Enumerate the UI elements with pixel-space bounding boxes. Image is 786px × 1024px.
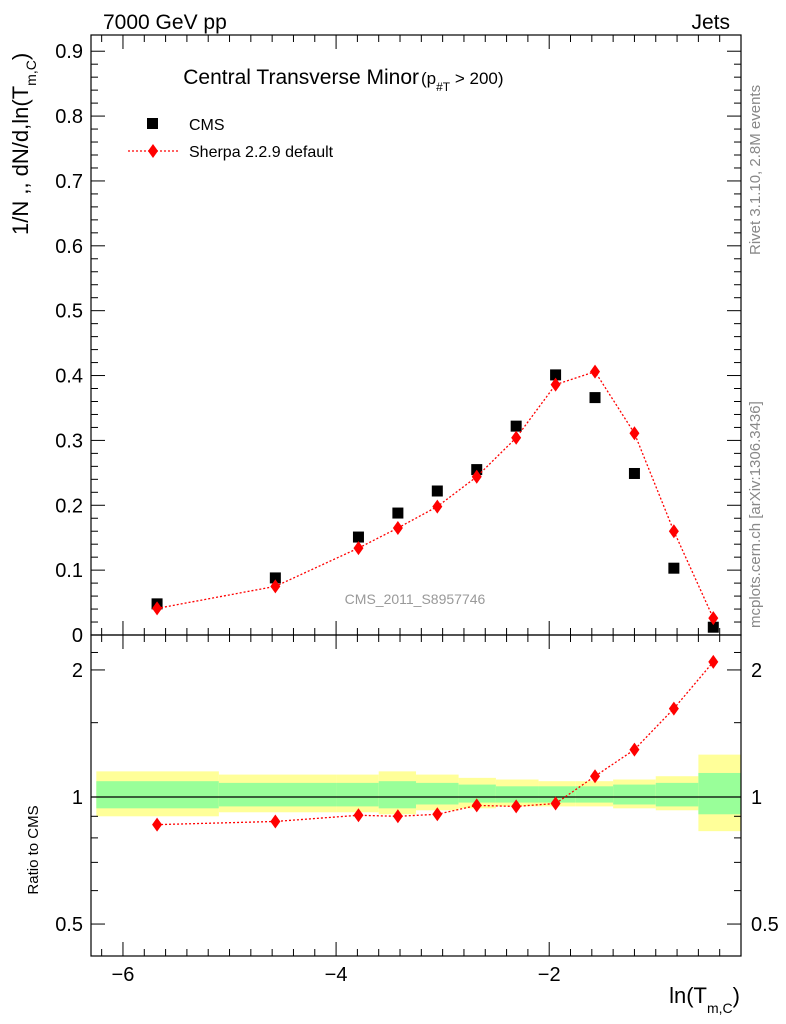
header-process: Jets [691,11,730,34]
x-tick-label: −6 [112,964,135,986]
ratio-sherpa-point [432,807,443,822]
main-ytick-label: 0.2 [55,495,83,517]
main-ytick-label: 0.7 [55,171,83,193]
band-green-segment [538,786,576,803]
sherpa-point [152,601,163,616]
ratio-sherpa-point [629,742,640,757]
x-axis-label-sub: m,C [707,1000,733,1016]
cms-point [589,392,601,404]
ratio-data-marks [152,654,719,832]
main-ytick-label: 0 [72,625,83,647]
main-ylabel: 1/N ,, dN/d,ln(Tm,C) [8,53,39,235]
x-axis-label-close: ) [733,983,740,1008]
sherpa-point [432,499,443,514]
main-axes: 0 0.1 0.2 0.3 0.4 0.5 0.6 0.7 0.8 0.9 [55,35,741,647]
main-ytick-label: 0.5 [55,301,83,323]
cms-point [352,531,364,543]
sherpa-point [511,430,522,445]
ratio-frame [90,634,742,957]
band-green-segment [96,781,219,809]
ratio-sherpa-point [511,799,522,814]
main-title-cut: (p#T > 200) [421,69,504,94]
band-green-segment [698,772,741,815]
band-green-segment [218,782,337,807]
sherpa-point [550,377,561,392]
ratio-ytick-label-right: 1 [751,787,762,809]
band-green-segment [495,786,539,803]
ratio-sherpa-line [157,661,714,826]
main-ylabel-sub: m,C [23,60,39,86]
ratio-uncertainty-bands [96,754,741,832]
legend: CMS Sherpa 2.2.9 default [128,117,334,161]
cms-point [628,467,640,479]
band-green-segment [336,782,379,807]
band-green-segment [575,786,614,803]
ratio-ytick-label-right: 0.5 [751,914,779,936]
ratio-sherpa-point [392,809,403,824]
legend-sherpa-marker [148,144,158,158]
ratio-sherpa-point [270,814,281,829]
band-green-segment [458,784,496,803]
sherpa-point [590,364,601,379]
main-title-cut-sub: #T [436,80,451,94]
ratio-sherpa-point [353,808,364,823]
ratio-ylabel: Ratio to CMS [25,805,42,894]
main-title-cut-suffix: > 200) [450,69,503,88]
sherpa-point [708,611,719,626]
ratio-ytick-label: 0.5 [55,914,83,936]
main-ytick-label: 0.6 [55,236,83,258]
ratio-ytick-label-right: 2 [751,660,762,682]
x-axis-label-text: ln(T [669,983,707,1008]
analysis-watermark: CMS_2011_S8957746 [345,591,486,607]
band-green-segment [378,781,416,809]
cms-point [269,572,281,584]
main-ytick-label: 0.3 [55,430,83,452]
sherpa-point [392,520,403,535]
sherpa-point [270,579,281,594]
ratio-sherpa-point [152,817,163,832]
sherpa-point [629,426,640,441]
main-ytick-label: 0.9 [55,41,83,63]
ratio-sherpa-point [668,701,679,716]
cms-point [550,369,562,381]
ratio-axes: −6 −4 −2 0.5 0.5 1 1 2 2 [55,635,779,986]
ratio-ytick-label: 1 [72,787,83,809]
header-energy: 7000 GeV pp [103,11,227,34]
main-ylabel-text: 1/N ,, dN/d,ln(T [8,86,33,235]
ratio-sherpa-point [550,796,561,811]
sherpa-line [156,370,714,619]
ratio-sherpa-point [471,798,482,813]
cms-point [431,485,443,497]
legend-sherpa-label: Sherpa 2.2.9 default [189,144,334,161]
main-ytick-label: 0.4 [55,366,83,388]
mcplots-label: mcplots.cern.ch [arXiv:1306.3436] [747,401,764,628]
main-title-cut-prefix: (p [421,69,436,88]
cms-point [392,507,404,519]
band-green-segment [655,782,699,807]
cms-point [668,562,680,574]
main-ytick-label: 0.8 [55,106,83,128]
x-axis-label: ln(Tm,C) [669,983,740,1016]
rivet-label: Rivet 3.1.10, 2.8M events [747,85,764,255]
cms-point [707,621,719,633]
ratio-sherpa-point [708,654,719,669]
ratio-ytick-label: 2 [72,660,83,682]
legend-cms-label: CMS [189,117,225,134]
x-tick-label: −2 [538,964,561,986]
band-green-segment [416,782,459,805]
ratio-sherpa-point [590,769,601,784]
legend-cms-marker [147,118,158,129]
main-data-marks [151,364,719,633]
main-ylabel-close: ) [8,53,33,60]
cms-point [510,420,522,432]
main-title: Central Transverse Minor [183,66,419,89]
sherpa-point [471,469,482,484]
sherpa-point [668,524,679,539]
band-green-segment [613,784,656,805]
sherpa-point [353,541,364,556]
main-ytick-label: 0.1 [55,560,83,582]
cms-point [471,464,483,476]
x-tick-label: −4 [325,964,348,986]
